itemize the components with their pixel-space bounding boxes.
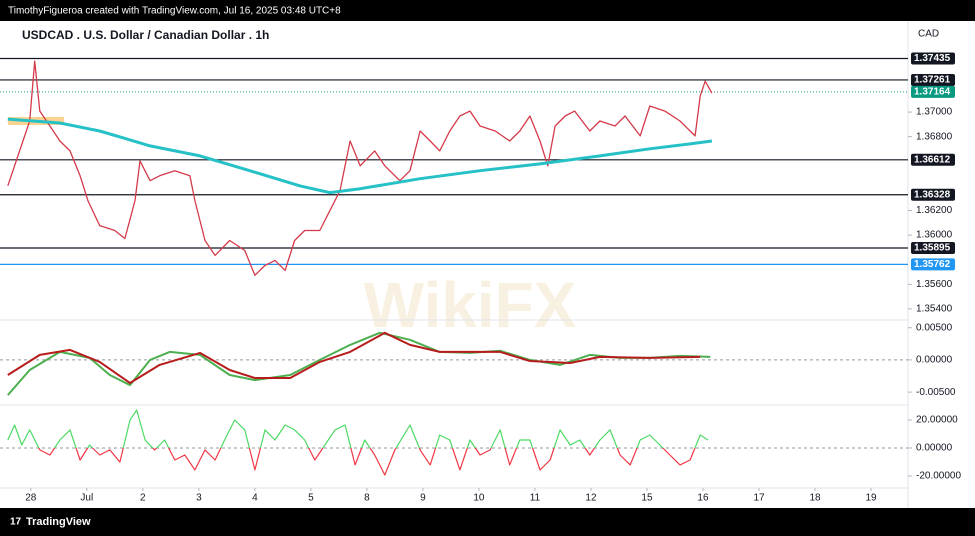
level-tag: [911, 258, 955, 271]
level-tag: [911, 242, 955, 255]
y-tick-label: 1.36000: [916, 230, 953, 241]
x-tick-label: 12: [585, 493, 597, 504]
level-label: 1.35895: [914, 243, 951, 254]
x-tick-label: 3: [196, 493, 202, 504]
y-tick-label: 0.00000: [916, 355, 953, 366]
x-tick-label: 15: [641, 493, 653, 504]
x-tick-label: 19: [865, 493, 877, 504]
x-tick-label: 18: [809, 493, 821, 504]
y-tick-label: 0.00000: [916, 443, 953, 454]
level-label: 1.35762: [914, 259, 951, 270]
series-line: [7, 60, 713, 276]
x-tick-label: 8: [364, 493, 370, 504]
level-label: 1.37435: [914, 53, 951, 64]
level-label: 1.36612: [914, 154, 951, 165]
series-line: [7, 331, 701, 384]
level-tag: [911, 153, 955, 166]
level-label: 1.37261: [914, 75, 951, 86]
y-tick-label: 1.36800: [916, 131, 953, 142]
series-line: [7, 331, 711, 396]
level-label: 1.36328: [914, 189, 951, 200]
x-tick-label: 9: [420, 493, 426, 504]
level-tag: [911, 85, 955, 98]
header-text: TimothyFigueroa created with TradingView…: [8, 6, 341, 17]
x-tick-label: 2: [140, 493, 146, 504]
chart-title: USDCAD . U.S. Dollar / Canadian Dollar .…: [22, 28, 269, 42]
x-tick-label: 5: [308, 493, 314, 504]
series-line: [7, 409, 709, 476]
y-tick-label: 1.36200: [916, 205, 953, 216]
y-tick-label: 1.35600: [916, 279, 953, 290]
x-tick-label: 10: [473, 493, 485, 504]
y-axis-label: CAD: [918, 29, 939, 40]
bottom-bar: [0, 508, 975, 536]
x-tick-label: 4: [252, 493, 258, 504]
y-tick-label: -20.00000: [916, 471, 961, 482]
watermark: WikiFX: [364, 269, 577, 341]
logo-mark: 17: [10, 517, 22, 528]
y-tick-label: 20.00000: [916, 415, 958, 426]
x-tick-label: 17: [753, 493, 765, 504]
x-tick-label: 11: [530, 493, 541, 504]
level-tag: [911, 73, 955, 86]
y-tick-label: 0.00500: [916, 322, 953, 333]
x-tick-label: Jul: [80, 493, 93, 504]
y-tick-label: 1.35400: [916, 304, 953, 315]
x-tick-label: 16: [697, 493, 709, 504]
y-tick-label: 1.37000: [916, 107, 953, 118]
level-tag: [911, 52, 955, 65]
level-label: 1.37164: [914, 87, 951, 98]
y-tick-label: -0.00500: [916, 387, 956, 398]
level-tag: [911, 188, 955, 201]
top-bar: [0, 0, 975, 21]
footer-brand: TradingView: [26, 516, 91, 528]
x-tick-label: 28: [25, 493, 37, 504]
series-line: [7, 117, 713, 195]
